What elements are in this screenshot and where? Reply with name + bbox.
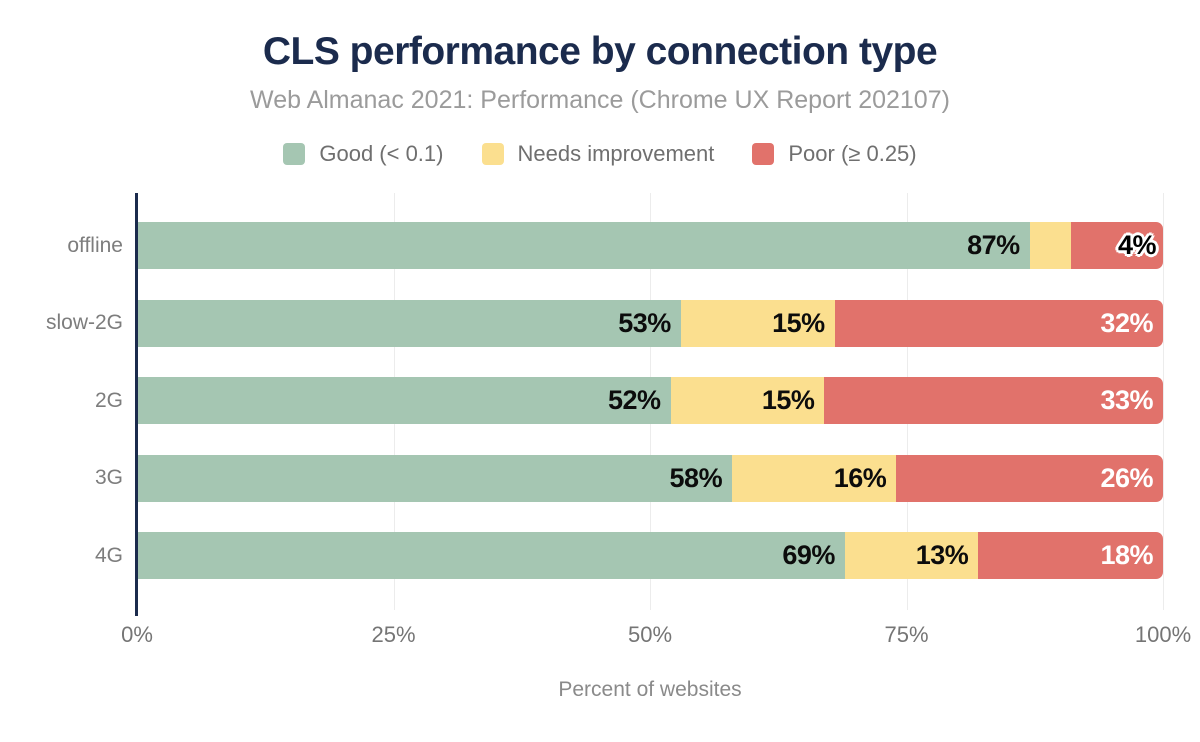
bar-segment: 16% xyxy=(732,454,897,502)
segment-value-label: 16% xyxy=(833,462,887,493)
legend-swatch xyxy=(283,143,306,165)
chart-subtitle: Web Almanac 2021: Performance (Chrome UX… xyxy=(250,86,950,114)
bar-segment: 53% xyxy=(137,299,681,347)
segment-value-label: 18% xyxy=(1100,540,1153,570)
bar-segment: 87% xyxy=(137,222,1030,269)
x-tick-label: 50% xyxy=(627,622,673,647)
y-category-label: 3G xyxy=(94,466,123,489)
bar-row: 87% 4% xyxy=(137,222,1163,269)
y-category-label: offline xyxy=(67,233,123,257)
x-tick-label: 25% xyxy=(371,622,416,647)
bar-row: 69% 13% 18% xyxy=(137,532,1163,579)
bar-segment: 15% xyxy=(680,299,835,347)
bar-segment: 52% xyxy=(137,377,671,424)
bar-rows: 87% 4% 53% 15% 32% 52% 15% 33% 58% 16% 26% 69% 13% 18… xyxy=(137,193,1163,610)
segment-value-label: 4% xyxy=(1117,230,1157,260)
bar-segment: 32% xyxy=(834,299,1163,347)
segment-value-label: 13% xyxy=(915,540,969,570)
bar-segment xyxy=(1070,222,1163,269)
bar-segment: 58% xyxy=(137,454,733,502)
bar-segment: 33% xyxy=(824,377,1163,424)
segment-value-label: 58% xyxy=(669,462,723,493)
x-tick-label: 100% xyxy=(1134,622,1192,647)
legend-item: Poor (≥ 0.25) xyxy=(752,141,917,167)
y-category-label: 2G xyxy=(94,388,123,412)
segment-value-label: 52% xyxy=(607,385,661,415)
legend-swatch xyxy=(752,143,775,165)
segment-value-label: 53% xyxy=(618,307,671,338)
segment-value-label: 15% xyxy=(761,385,815,415)
legend-item-label: Needs improvement xyxy=(517,141,715,166)
segment-value-label: 15% xyxy=(772,307,825,338)
x-tick-label: 0% xyxy=(121,622,153,647)
x-tick-label: 75% xyxy=(884,622,929,647)
bar-segment xyxy=(1029,222,1071,269)
segment-value-label: 32% xyxy=(1100,307,1153,338)
segment-value-label: 87% xyxy=(967,230,1020,260)
bar-segment: 13% xyxy=(844,532,979,579)
bar-row: 53% 15% 32% xyxy=(137,299,1163,347)
y-category-label: 4G xyxy=(94,543,123,567)
legend-swatch xyxy=(481,143,504,165)
y-axis-labels: offline slow-2G 2G 3G 4G xyxy=(0,193,123,610)
bar-segment: 26% xyxy=(896,454,1163,502)
chart-title: CLS performance by connection type xyxy=(262,30,938,73)
x-axis-title: Percent of websites xyxy=(558,678,742,701)
gridline xyxy=(1163,193,1164,610)
legend-item-label: Good (< 0.1) xyxy=(319,141,444,166)
segment-value-label: 26% xyxy=(1100,462,1153,493)
bar-segment: 69% xyxy=(137,532,845,579)
legend-item: Needs improvement xyxy=(481,141,715,167)
segment-value-label: 69% xyxy=(782,540,835,570)
segment-value-label: 33% xyxy=(1100,385,1153,415)
bar-row: 58% 16% 26% xyxy=(137,454,1163,502)
legend: Good (< 0.1) Needs improvement Poor (≥ 0.2… xyxy=(0,141,1200,167)
bar-segment: 18% xyxy=(978,532,1163,579)
y-category-label: slow-2G xyxy=(45,311,123,334)
y-axis-line xyxy=(135,193,138,616)
bar-row: 52% 15% 33% xyxy=(137,377,1163,424)
plot-area: 87% 4% 53% 15% 32% 52% 15% 33% 58% 16% 26% 69% 13% 18… xyxy=(121,193,1191,647)
legend-item: Good (< 0.1) xyxy=(283,141,444,167)
legend-item-label: Poor (≥ 0.25) xyxy=(788,141,917,166)
bar-segment: 15% xyxy=(670,377,825,424)
